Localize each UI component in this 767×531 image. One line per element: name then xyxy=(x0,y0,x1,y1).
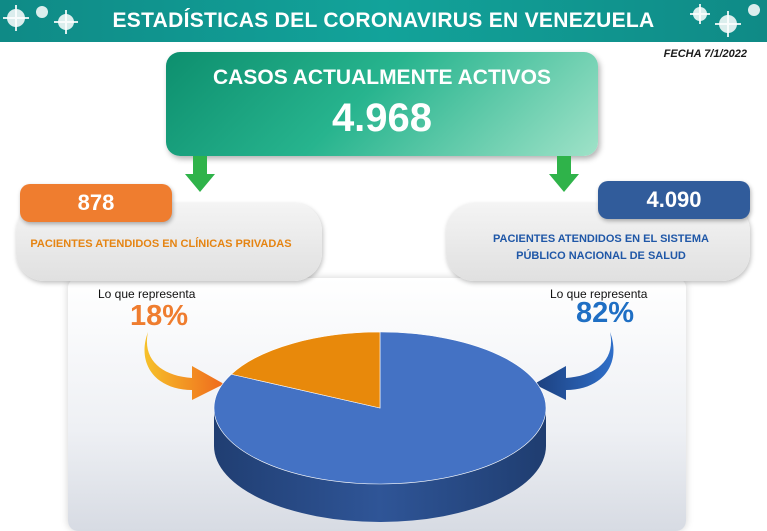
public-label: PACIENTES ATENDIDOS EN EL SISTEMA PÚBLIC… xyxy=(493,233,709,262)
header-banner xyxy=(0,0,767,42)
active-cases-box: CASOS ACTUALMENTE ACTIVOS 4.968 xyxy=(166,52,598,156)
public-value-badge: 4.090 xyxy=(598,181,750,219)
page-title: ESTADÍSTICAS DEL CORONAVIRUS EN VENEZUEL… xyxy=(112,9,655,32)
date-label: FECHA 7/1/2022 xyxy=(663,48,747,60)
private-represents-label: Lo que representa xyxy=(98,287,196,301)
active-cases-value: 4.968 xyxy=(331,96,433,140)
public-represents-label: Lo que representa xyxy=(550,287,648,301)
pie-slice-public xyxy=(213,331,547,485)
arrow-down-left-icon xyxy=(185,156,215,192)
private-percent: 18% xyxy=(130,300,189,332)
arrow-down-right-icon xyxy=(549,156,579,192)
curved-arrow-right-icon xyxy=(534,332,614,400)
private-value-badge: 878 xyxy=(20,184,172,222)
virus-decoration xyxy=(3,4,760,37)
private-label: PACIENTES ATENDIDOS EN CLÍNICAS PRIVADAS xyxy=(30,238,292,250)
pie-side xyxy=(214,408,546,522)
active-cases-title: CASOS ACTUALMENTE ACTIVOS xyxy=(213,66,551,89)
public-percent: 82% xyxy=(576,297,635,329)
pie-slice-private xyxy=(230,331,381,409)
curved-arrow-left-icon xyxy=(144,332,224,400)
